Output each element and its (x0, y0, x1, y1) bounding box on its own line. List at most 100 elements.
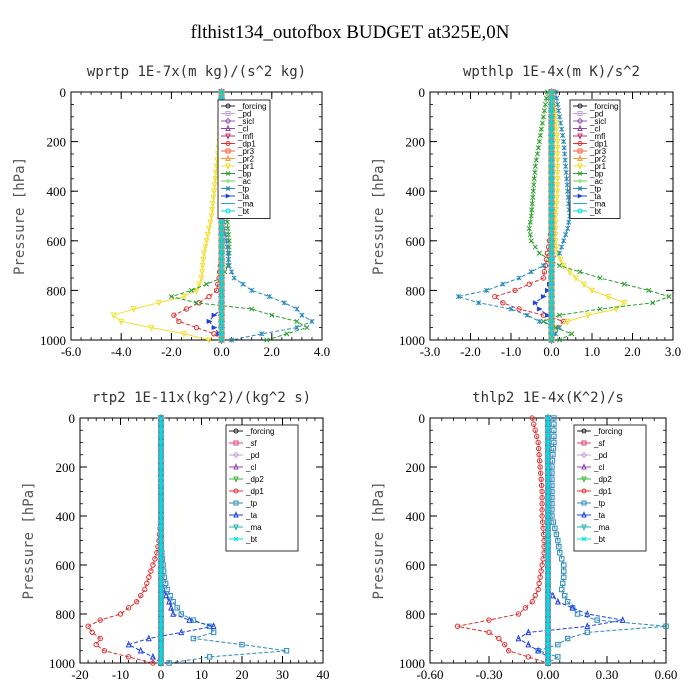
data-marker (218, 281, 225, 288)
y-tick-label: 0 (69, 411, 76, 426)
data-marker (554, 132, 561, 140)
data-marker (505, 648, 512, 654)
data-marker (584, 312, 591, 320)
data-marker (581, 500, 587, 506)
data-marker (548, 306, 555, 312)
data-marker (525, 654, 532, 660)
x-tick-label: -1.0 (501, 344, 522, 359)
data-marker (206, 654, 213, 660)
data-marker (218, 231, 225, 238)
data-marker (548, 312, 555, 319)
series-line (173, 92, 223, 341)
data-marker (545, 433, 551, 440)
data-marker (233, 536, 239, 542)
legend-label: _tp (245, 499, 258, 508)
data-marker (224, 244, 230, 250)
data-marker (101, 648, 108, 654)
data-marker (554, 182, 561, 190)
legend-entry: _dp2 (577, 475, 612, 484)
y-axis-label: Pressure [hPa] (12, 157, 28, 275)
data-marker (538, 476, 544, 482)
legend-entry: _sf (229, 439, 257, 448)
data-marker (196, 281, 202, 289)
data-marker (545, 586, 551, 593)
data-marker (158, 549, 164, 556)
data-marker (532, 244, 538, 250)
legend-entry: _ta (229, 511, 258, 520)
data-marker (218, 299, 225, 306)
data-marker (527, 232, 533, 238)
data-marker (148, 324, 155, 332)
x-tick-label: -3.0 (420, 344, 441, 359)
data-marker (545, 580, 551, 587)
data-marker (224, 117, 232, 125)
data-marker (535, 439, 541, 446)
panel-2: wpthlp 1E-4x(m K)/s^2 Pressure [hPa] -3.0 -… (371, 64, 681, 359)
data-marker (532, 300, 539, 306)
data-marker (158, 500, 164, 507)
data-marker (484, 287, 490, 293)
legend: _forcing_pd_sicl_cl_mfl_dp1_pr3_pr2_pr1_… (569, 99, 621, 219)
legend-label: _cl (589, 125, 600, 134)
data-marker (502, 641, 508, 648)
data-marker (557, 550, 563, 556)
data-marker (229, 269, 235, 275)
data-marker (201, 250, 207, 258)
legend-label: _ta (245, 511, 258, 520)
data-marker (545, 415, 551, 421)
data-marker (233, 428, 239, 434)
data-marker (558, 120, 564, 126)
data-marker (557, 114, 563, 120)
legend-entry: _sf (577, 439, 605, 448)
data-marker (226, 263, 232, 269)
data-marker (178, 611, 184, 617)
data-marker (559, 556, 565, 562)
legend-label: _ac (237, 177, 251, 186)
legend-label: _forcing (237, 102, 266, 111)
data-marker (548, 188, 555, 195)
data-marker (545, 494, 551, 501)
data-marker (512, 287, 518, 294)
data-marker (218, 324, 225, 331)
data-marker (594, 617, 600, 623)
data-marker (548, 225, 555, 232)
y-tick-label: 1000 (399, 656, 425, 671)
legend-entry: _dp1 (573, 140, 608, 149)
data-marker (597, 306, 603, 312)
panel-title: thlp2 1E-4x(K^2)/s (472, 390, 624, 406)
legend-label: _sf (593, 439, 605, 448)
data-marker (562, 157, 568, 163)
data-marker (150, 562, 156, 568)
data-marker (554, 176, 561, 183)
data-marker (218, 250, 225, 257)
data-marker (605, 293, 612, 301)
x-tick-label: -6.0 (61, 344, 82, 359)
data-marker (569, 603, 576, 611)
series-line (528, 91, 671, 341)
data-marker (142, 586, 148, 593)
data-marker (537, 464, 543, 470)
data-marker (538, 482, 545, 489)
legend-entry: _tp (229, 499, 258, 508)
data-marker (188, 287, 195, 293)
y-tick-label: 200 (406, 135, 426, 150)
data-marker (218, 262, 225, 269)
x-tick-label: 0.60 (655, 667, 678, 682)
data-marker (204, 231, 211, 239)
legend-label: _bp (237, 170, 252, 179)
legend-entry: _cl (577, 463, 604, 472)
legend-label: _forcing (589, 102, 618, 111)
data-marker (548, 95, 555, 102)
data-marker (561, 238, 567, 244)
data-marker (150, 660, 156, 666)
data-marker (528, 238, 534, 244)
data-marker (233, 463, 239, 470)
data-marker (496, 635, 502, 642)
data-marker (125, 605, 132, 611)
data-marker (206, 225, 213, 233)
legend-entry: _dp1 (577, 487, 612, 496)
data-marker (545, 445, 551, 452)
data-marker (663, 623, 669, 629)
y-tick-label: 0 (419, 411, 426, 426)
series-pr1 (548, 89, 628, 345)
